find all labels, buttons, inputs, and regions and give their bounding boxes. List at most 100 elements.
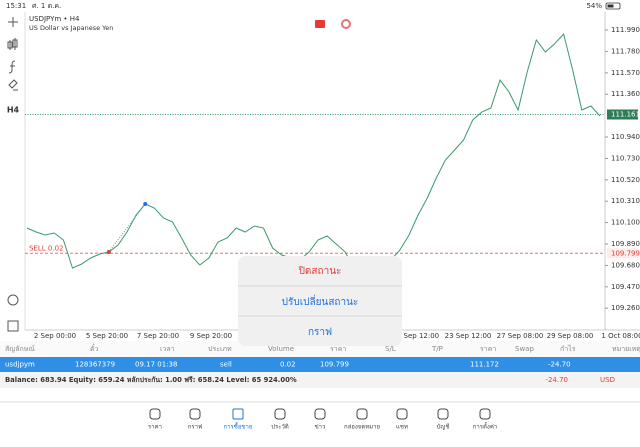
flag-icon	[341, 19, 351, 29]
x-tick-label: 9 Sep 20:00	[190, 332, 232, 340]
tab-icon[interactable]	[356, 408, 368, 420]
column-header: T/P	[431, 345, 443, 353]
column-header: S/L	[385, 345, 396, 353]
tab-icon[interactable]	[437, 408, 449, 420]
tab-label[interactable]: ประวัติ	[271, 424, 289, 431]
y-tick-label: 111.360	[611, 90, 640, 98]
tab-icon[interactable]	[479, 408, 491, 420]
tab-label[interactable]: ราคา	[148, 424, 162, 431]
selected-row-bg[interactable]	[0, 357, 640, 372]
x-tick-label: 5 Sep 20:00	[86, 332, 128, 340]
cell[interactable]: 111.172	[470, 361, 499, 369]
column-header: Swap	[515, 345, 534, 353]
cell[interactable]: 128367379	[75, 361, 115, 369]
status-battery: 54%	[586, 2, 602, 10]
x-tick-label: 1 Oct 08:00	[601, 332, 640, 340]
popup-item[interactable]: ปิดสถานะ	[298, 266, 341, 277]
order-price-bg	[607, 248, 638, 259]
column-header: ประเภท	[208, 345, 232, 353]
column-header: หมายเหตุ	[612, 345, 640, 353]
tab-icon[interactable]	[274, 408, 286, 420]
candles-icon[interactable]	[7, 38, 18, 50]
x-tick-label: 27 Sep 08:00	[497, 332, 544, 340]
bid-label: 111.161	[611, 111, 640, 119]
x-tick-label: 2 Sep 00:00	[34, 332, 76, 340]
y-tick-label: 110.520	[611, 176, 640, 184]
chart-title: USDJPYm • H4	[29, 15, 80, 23]
column-header: กำไร	[560, 344, 576, 353]
column-header: ตั๋ว	[90, 344, 99, 353]
y-tick-label: 111.780	[611, 47, 640, 55]
chart-subtitle: US Dollar vs Japanese Yen	[29, 24, 113, 32]
trade-link	[108, 203, 146, 253]
objects-icon[interactable]	[8, 79, 18, 91]
y-tick-label: 111.570	[611, 69, 640, 77]
y-tick-label: 109.890	[611, 240, 640, 248]
tab-icon[interactable]	[314, 408, 326, 420]
tab-label[interactable]: การซื้อขาย	[224, 421, 253, 431]
y-tick-label: 111.990	[611, 26, 640, 34]
battery-level	[607, 4, 614, 8]
order-label: SELL 0.02	[29, 244, 63, 252]
popup-item[interactable]: ปรับเปลี่ยนสถานะ	[282, 294, 359, 308]
indicators-icon[interactable]	[8, 60, 16, 74]
column-header: เวลา	[160, 345, 175, 353]
cell[interactable]: 109.799	[320, 361, 349, 369]
column-header: Volume	[268, 345, 294, 353]
column-header: ราคา	[330, 345, 346, 353]
x-tick-label: 23 Sep 12:00	[445, 332, 492, 340]
chart: 111.990 111.780 111.570 111.360 110.940 110.7…	[25, 26, 640, 340]
flag-icon	[315, 20, 325, 28]
popup-bg	[238, 256, 402, 346]
column-header: ราคา	[480, 345, 496, 353]
balance-currency: USD	[600, 376, 615, 384]
y-tick-label: 109.680	[611, 261, 640, 269]
tab-icon[interactable]	[396, 408, 408, 420]
tab-label[interactable]: บัญชี	[437, 423, 450, 431]
tab-bar: ราคา กราฟ การซื้อขาย ประวัติ ข่าว กล่องจดหมาย…	[148, 408, 497, 431]
y-tick-label: 110.730	[611, 154, 640, 162]
popup-item[interactable]: กราฟ	[308, 327, 332, 338]
price-line	[26, 32, 601, 320]
tab-icon[interactable]	[189, 408, 201, 420]
status-time: 15:31	[6, 2, 26, 10]
order-price-label: 109.799	[611, 249, 640, 257]
entry-marker	[106, 249, 111, 254]
trade-icon[interactable]	[7, 294, 19, 306]
column-header: สัญลักษณ์	[5, 345, 35, 353]
status-date: ศ. 1 ต.ค.	[32, 2, 61, 10]
x-tick-label: 29 Sep 08:00	[547, 332, 594, 340]
bid-label-bg	[607, 109, 638, 120]
tab-icon[interactable]	[149, 408, 161, 420]
table-header-bg	[0, 341, 640, 357]
tab-icon[interactable]	[232, 408, 244, 420]
cell[interactable]: sell	[220, 361, 232, 369]
cell[interactable]: -24.70	[548, 361, 571, 369]
cell[interactable]: 09.17 01:38	[135, 361, 177, 369]
crosshair-icon[interactable]	[8, 17, 18, 27]
tab-label[interactable]: กล่องจดหมาย	[344, 424, 380, 431]
x-tick-label: 7 Sep 20:00	[137, 332, 179, 340]
x-tick-label: 1 Sep 12:00	[397, 332, 439, 340]
tab-label[interactable]: ข่าว	[315, 424, 326, 431]
y-tick-label: 109.260	[611, 304, 640, 312]
cell[interactable]: usdjpym	[5, 361, 35, 369]
cell[interactable]: 0.02	[280, 361, 296, 369]
balance-profit: -24.70	[545, 376, 568, 384]
add-icon[interactable]	[7, 320, 19, 332]
sidebar-icons[interactable]	[7, 17, 19, 332]
exit-marker	[143, 201, 148, 206]
positions-table: Balance: 683.94 Equity: 659.24 หลักประกั…	[0, 341, 640, 388]
tab-label[interactable]: แชท	[396, 424, 408, 431]
tab-label[interactable]: การตั้งค่า	[473, 421, 497, 431]
y-tick-label: 110.940	[611, 133, 640, 141]
y-tick-label: 110.100	[611, 219, 640, 227]
balance-summary: Balance: 683.94 Equity: 659.24 หลักประกั…	[5, 376, 297, 384]
balance-bg	[0, 372, 640, 388]
tab-label[interactable]: กราฟ	[188, 424, 202, 431]
battery-icon	[605, 2, 621, 10]
y-tick-label: 109.470	[611, 283, 640, 291]
sidebar-timeframe[interactable]: H4	[7, 106, 20, 115]
